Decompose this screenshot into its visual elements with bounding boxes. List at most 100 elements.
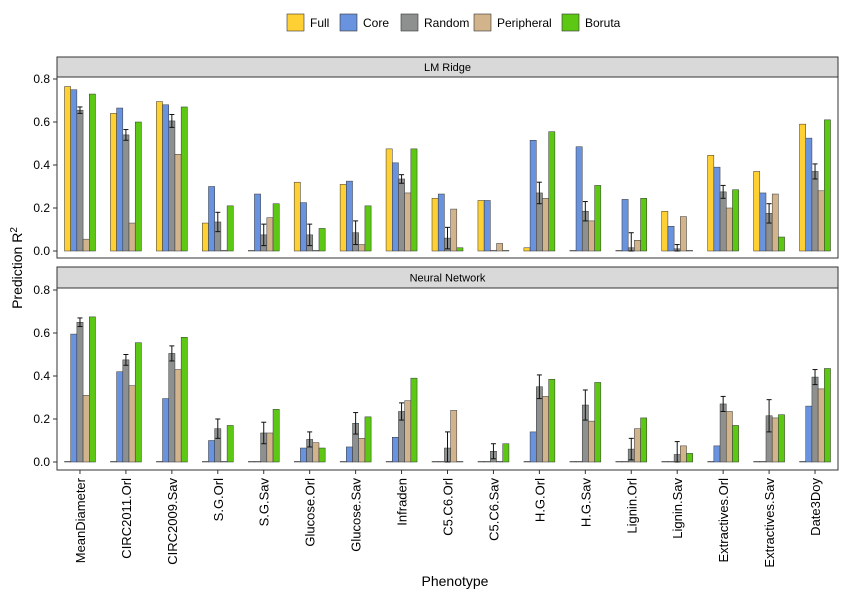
bar-full [385,461,393,463]
bar-peripheral [634,428,641,463]
bar-core [116,107,124,252]
x-tick-label: H.G.Orl [532,478,547,522]
y-axis-title-main: Prediction R [9,233,25,309]
bar-peripheral [404,400,412,463]
panel-title: LM Ridge [424,62,471,74]
y-tick-label: 0.6 [33,326,50,340]
bar-full [202,461,209,463]
legend-label-boruta: Boruta [585,16,621,30]
bar-peripheral [450,410,458,463]
x-tick-label: Infraden [395,478,410,526]
bar-peripheral [634,240,641,252]
bar-full [569,250,577,252]
legend-label-full: Full [310,16,329,30]
bar-boruta [226,425,234,463]
bar-core [254,193,261,252]
panel-neural-network: Neural Network 0.0 0.2 0.4 0.6 0.8 [33,266,839,471]
bar-boruta [824,368,831,463]
bar-full [156,461,163,463]
bar-core [208,440,215,463]
bar-core [300,447,307,463]
bar-boruta [364,416,372,463]
bar-boruta [824,119,831,252]
bar-full [799,461,806,463]
bar-full [431,461,439,463]
bar-random [122,134,130,252]
bar-boruta [686,250,693,252]
legend-label-core: Core [363,16,389,30]
bar-peripheral [312,250,320,252]
bar-core [116,371,124,463]
bar-boruta [272,203,280,252]
legend-key-random [400,13,419,32]
bar-peripheral [174,154,182,252]
bar-peripheral [266,432,274,463]
bar-peripheral [266,217,274,252]
bar-core [713,166,721,252]
bar-core [483,461,491,463]
bar-peripheral [817,190,825,252]
bar-peripheral [128,385,136,463]
x-tick-label: C5.C6.Orl [441,478,456,536]
bar-peripheral [771,417,779,463]
bar-core [162,398,170,463]
legend-label-peripheral: Peripheral [497,16,552,30]
bar-peripheral [588,220,595,252]
y-tick-label: 0.4 [33,158,50,172]
bar-core [667,226,675,252]
bar-random [76,109,84,252]
bar-core [392,437,399,463]
y-axis-title-superscript: 2 [9,227,20,233]
x-tick-label: H.G.Sav [578,478,593,528]
bar-core [759,192,767,252]
bar-full [339,461,347,463]
bar-full [431,198,439,252]
panel-title: Neural Network [410,273,486,285]
bar-core [346,180,353,252]
bar-boruta [456,461,464,463]
bar-random [811,376,819,463]
bar-core [208,186,215,252]
bar-peripheral [128,222,136,252]
bar-random [168,353,176,463]
bar-core [254,461,261,463]
bar-peripheral [82,395,90,463]
legend-key-core [339,13,358,32]
bar-peripheral [542,198,549,252]
bar-full [707,155,715,252]
bar-random [719,403,727,463]
bar-peripheral [220,461,228,463]
y-tick-label: 0.8 [33,283,50,297]
bar-boruta [548,378,556,463]
bar-full [64,461,71,463]
bar-full [753,171,761,252]
x-axis: MeanDiameter CIRC2011.Orl CIRC2009.Sav S.G.… [73,470,823,568]
bar-peripheral [817,388,825,463]
bar-full [799,123,806,252]
y-tick-label: 0.2 [33,201,50,215]
bar-boruta [410,377,418,463]
bar-boruta [778,414,785,463]
bar-full [293,181,301,252]
x-tick-label: Extractives.Sav [762,478,777,568]
bar-boruta [272,409,280,463]
bar-core [300,202,307,252]
bar-core [805,137,813,252]
bar-boruta [134,121,142,252]
bar-full [615,250,623,252]
panels: LM Ridge 0.0 0.2 0.4 0.6 0.8 Neural Network 0.0… [33,56,839,471]
bar-boruta [318,447,326,463]
bar-full [523,461,531,463]
x-tick-label: CIRC2011.Orl [119,478,134,559]
bar-random [490,250,497,252]
bar-full [615,461,623,463]
bar-boruta [732,425,739,463]
x-tick-label: Date3Doy [808,478,823,536]
x-tick-label: Glucose.Sav [349,478,364,552]
bar-peripheral [725,207,733,252]
bar-core [437,193,445,252]
bar-full [661,461,669,463]
bar-core [805,405,813,463]
bar-full [477,461,485,463]
bar-core [529,431,537,463]
